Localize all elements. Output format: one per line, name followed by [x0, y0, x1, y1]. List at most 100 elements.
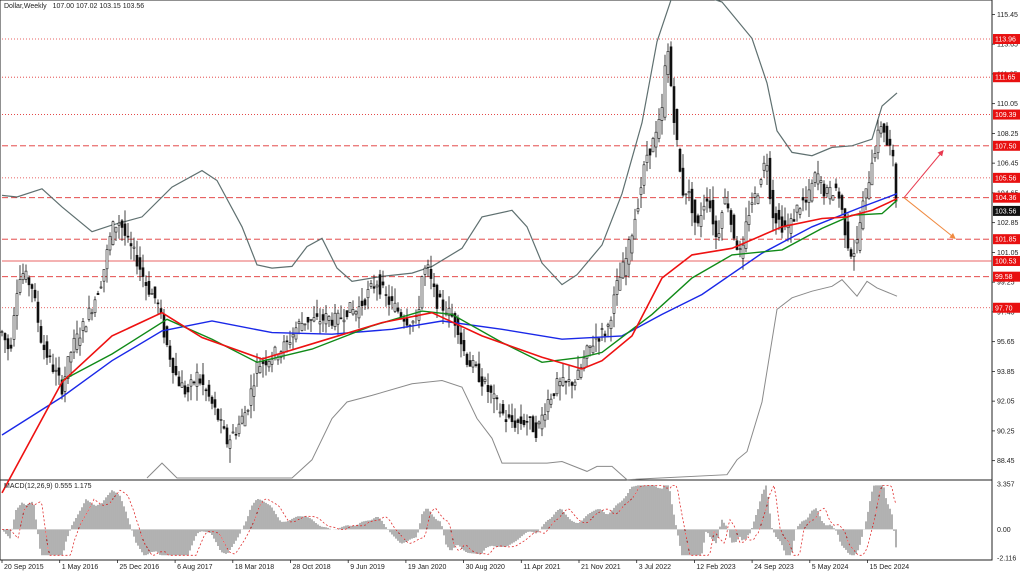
candle-body — [708, 200, 712, 209]
candle-body — [723, 196, 727, 205]
candle-body — [477, 363, 481, 383]
candle-body — [378, 274, 382, 295]
candle-body — [570, 382, 574, 386]
candle-body — [486, 384, 490, 392]
candle-body — [789, 218, 793, 234]
candle-body — [702, 205, 706, 211]
candle-body — [186, 386, 190, 393]
candle-body — [846, 221, 850, 249]
candle-body — [432, 283, 436, 287]
candle-body — [816, 173, 820, 185]
candle-body — [312, 317, 316, 322]
macd-tick-label: 3.357 — [997, 482, 1015, 489]
candle-body — [426, 264, 430, 268]
candle-body — [117, 222, 121, 226]
time-tick-label: 15 Dec 2024 — [870, 564, 910, 571]
candle-body — [693, 199, 697, 223]
candle-body — [738, 248, 742, 250]
candle-body — [12, 315, 16, 340]
level-price-label: 101.85 — [995, 237, 1017, 244]
candle-body — [147, 280, 151, 295]
candle-body — [579, 367, 583, 378]
candle-body — [120, 220, 124, 228]
candle-body — [711, 199, 715, 225]
horizontal-levels — [2, 38, 992, 309]
candle-body — [774, 213, 778, 224]
level-price-label: 100.53 — [995, 258, 1017, 265]
candle-body — [3, 333, 7, 341]
price-tick-label: 113.65 — [997, 42, 1018, 49]
candle-body — [327, 316, 331, 321]
candle-body — [822, 183, 826, 197]
candle-body — [156, 302, 160, 305]
time-tick-label: 1 May 2016 — [62, 564, 99, 571]
candle-body — [111, 221, 115, 245]
candle-body — [75, 333, 79, 350]
candle-body — [354, 310, 358, 315]
level-price-label: 99.58 — [995, 274, 1013, 281]
candle-body — [30, 284, 34, 289]
price-tick-label: 92.05 — [997, 399, 1015, 406]
candle-body — [309, 318, 313, 321]
projection-arrow-up — [903, 149, 944, 199]
candle-body — [330, 319, 334, 326]
macd-label: MACD(12,26,9) 0.555 1.175 — [4, 483, 92, 490]
candle-body — [288, 342, 292, 345]
candle-body — [597, 338, 601, 342]
candle-body — [258, 366, 262, 374]
candle-body — [42, 344, 46, 351]
candle-body — [540, 414, 544, 430]
candle-body — [687, 191, 691, 194]
candle-body — [18, 279, 22, 293]
candle-body — [522, 420, 526, 426]
candle-body — [729, 210, 733, 225]
candle-body — [210, 396, 214, 404]
candle-body — [651, 138, 655, 153]
time-tick-label: 24 Sep 2023 — [754, 564, 794, 571]
candle-body — [15, 293, 19, 316]
current-price-tag — [993, 205, 1020, 216]
candle-body — [753, 193, 757, 198]
candle-body — [717, 233, 721, 238]
time-axis: 20 Sep 2015 1 May 2016 25 Dec 2016 6 Aug 20… — [1, 560, 910, 571]
candle-body — [363, 299, 367, 306]
candle-body — [858, 222, 862, 251]
price-tick-label: 102.85 — [997, 220, 1019, 227]
envelope-bands — [1, 0, 898, 481]
candle-body — [423, 267, 427, 275]
candle-body — [165, 326, 169, 346]
candle-body — [888, 138, 892, 146]
candle-body — [567, 379, 571, 382]
level-price-labels: 113.96 111.65 109.39 107.50 105.56 104.36 101.… — [993, 34, 1020, 313]
candle-body — [501, 404, 505, 414]
candle-body — [537, 421, 541, 425]
candle-body — [483, 378, 487, 382]
time-tick-label: 11 Apr 2021 — [523, 564, 560, 571]
candle-body — [192, 381, 196, 384]
level-tag — [993, 140, 1020, 151]
candle-body — [819, 180, 823, 183]
macd-pane-frame — [0, 479, 993, 561]
candle-body — [663, 65, 667, 118]
candle-body — [609, 319, 613, 329]
candle-body — [627, 239, 631, 265]
candle-body — [162, 313, 166, 338]
candle-body — [747, 215, 751, 225]
candle-body — [771, 189, 775, 219]
candle-body — [561, 377, 565, 386]
candle-body — [201, 374, 205, 385]
candle-body — [741, 244, 745, 259]
candle-body — [798, 208, 802, 215]
candle-body — [390, 296, 394, 302]
candle-body — [237, 423, 241, 434]
candle-body — [333, 312, 337, 328]
candle-body — [387, 296, 391, 305]
candle-body — [93, 299, 97, 313]
ohlc-values: 107.00 107.02 103.15 103.56 — [53, 3, 145, 10]
candle-body — [585, 345, 589, 359]
time-tick-label: 5 May 2024 — [812, 564, 849, 571]
candle-body — [618, 276, 622, 291]
candle-body — [675, 109, 679, 140]
candle-body — [840, 195, 844, 210]
candle-body — [870, 162, 874, 186]
